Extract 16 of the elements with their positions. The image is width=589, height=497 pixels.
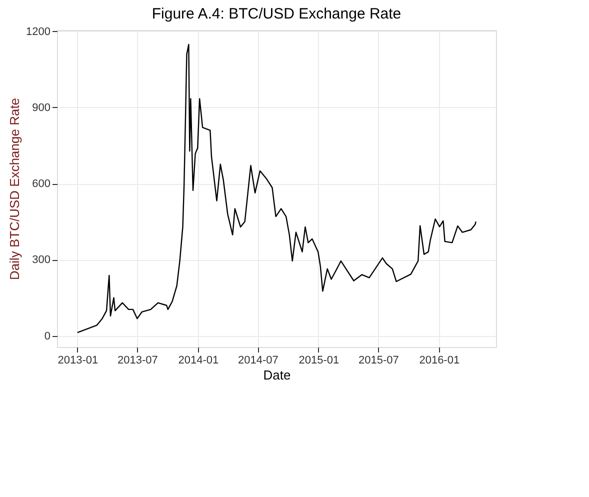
y-tick-label: 300 [32,254,50,266]
y-tick-label: 1200 [26,26,50,38]
x-tick-label: 2015-01 [298,354,340,366]
x-tick-label: 2014-01 [178,354,219,366]
line-series [76,44,476,334]
y-tick-label: 600 [32,178,50,190]
x-tick-label: 2013-01 [58,354,98,366]
x-tick-label: 2014-07 [238,354,278,366]
y-tick-label: 0 [44,330,50,342]
x-tick-label: 2015-07 [358,354,399,366]
y-axis-title: Daily BTC/USD Exchange Rate [7,98,22,280]
x-tick-label: 2013-07 [118,354,158,366]
chart-title: Figure A.4: BTC/USD Exchange Rate [152,5,402,22]
x-tick-label: 2016-01 [419,354,460,366]
y-tick-label: 900 [32,102,50,114]
x-axis-title: Date [263,368,291,382]
